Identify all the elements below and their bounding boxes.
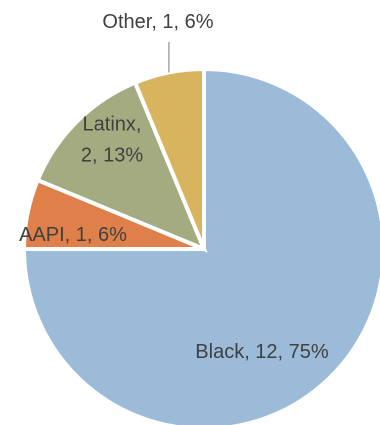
data-label-latinx: Latinx, 2, 13% — [81, 114, 143, 167]
data-labels: Black, 12, 75% AAPI, 1, 6% Latinx, 2, 13% Ot… — [19, 11, 329, 363]
data-label-other: Other, 1, 6% — [102, 11, 213, 33]
pie-slice-black — [21, 66, 380, 425]
data-label-line: 2, 13% — [81, 145, 143, 167]
data-label-line: Black, 12, 75% — [195, 341, 329, 363]
data-label-aapi: AAPI, 1, 6% — [19, 224, 127, 246]
data-label-line: Latinx, — [83, 114, 142, 136]
pie-slice-latinx — [35, 80, 208, 253]
pie-slice-other — [132, 66, 206, 250]
data-label-line: Other, 1, 6% — [102, 11, 213, 33]
pie-slices — [21, 66, 380, 425]
data-label-line: AAPI, 1, 6% — [19, 224, 127, 246]
data-label-black: Black, 12, 75% — [195, 341, 329, 363]
